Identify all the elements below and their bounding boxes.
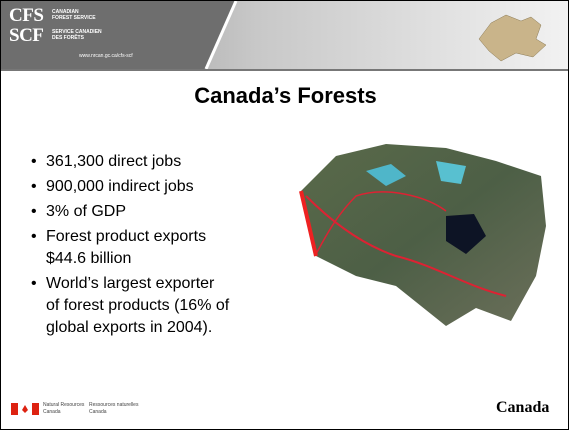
text: Canada — [89, 409, 138, 416]
bullet-dot: • — [31, 176, 37, 198]
bullet-item: • 3% of GDP — [31, 201, 126, 223]
text-line: World’s largest exporter — [46, 273, 229, 295]
text-line: of forest products (16% of — [46, 295, 229, 317]
slide: CFS CANADIANFOREST SERVICE SCF SERVICE C… — [0, 0, 569, 430]
text-line: Forest product exports — [46, 226, 206, 248]
text: Ressources naturelles — [89, 402, 138, 409]
bullet-text: 361,300 direct jobs — [46, 151, 181, 173]
scf-logo: SCF — [9, 25, 43, 47]
bullet-dot: • — [31, 201, 37, 223]
bullet-dot: • — [31, 273, 37, 295]
bullet-text: 900,000 indirect jobs — [46, 176, 194, 198]
canada-flag — [11, 403, 39, 415]
text-line: 900,000 indirect jobs — [46, 176, 194, 198]
text-line: $44.6 billion — [46, 248, 206, 270]
bullet-text: Forest product exports$44.6 billion — [46, 226, 206, 270]
text: Canada — [43, 409, 84, 416]
text: FOREST SERVICE — [52, 15, 96, 21]
slide-title: Canada’s Forests — [1, 83, 569, 109]
cfs-logo: CFS — [9, 5, 43, 27]
text-line: global exports in 2004). — [46, 317, 229, 339]
text: DES FORÊTS — [52, 35, 102, 41]
canada-wordmark: Canada — [496, 399, 549, 417]
bullet-dot: • — [31, 226, 37, 248]
text-line: 361,300 direct jobs — [46, 151, 181, 173]
bullet-item: • 900,000 indirect jobs — [31, 176, 194, 198]
bullet-text: 3% of GDP — [46, 201, 126, 223]
url: www.nrcan.gc.ca/cfs-scf — [79, 53, 133, 59]
text: Natural Resources — [43, 402, 84, 409]
text-line: 3% of GDP — [46, 201, 126, 223]
bullet-item: • Forest product exports$44.6 billion — [31, 226, 206, 270]
bullet-dot: • — [31, 151, 37, 173]
forest-map — [296, 136, 551, 336]
bullet-item: • 361,300 direct jobs — [31, 151, 181, 173]
